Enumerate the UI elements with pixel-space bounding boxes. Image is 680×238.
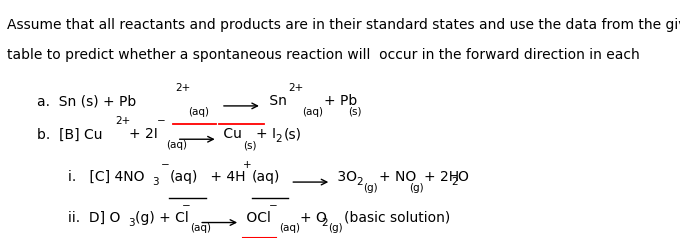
Text: (aq): (aq) — [169, 170, 198, 184]
Text: Assume that all reactants and products are in their standard states and use the : Assume that all reactants and products a… — [7, 18, 680, 32]
Text: a.  Sn (s) + Pb: a. Sn (s) + Pb — [37, 94, 137, 108]
Text: table to predict whether a spontaneous reaction will  occur in the forward direc: table to predict whether a spontaneous r… — [7, 48, 640, 62]
Text: 2: 2 — [356, 177, 363, 187]
Text: O: O — [457, 170, 468, 184]
Text: ii.  D] O: ii. D] O — [68, 211, 120, 225]
Text: −: − — [182, 201, 190, 211]
Text: 3: 3 — [152, 177, 159, 187]
Text: +: + — [243, 160, 252, 170]
Text: (g): (g) — [363, 183, 378, 193]
Text: (aq): (aq) — [188, 107, 209, 117]
Text: + I: + I — [256, 128, 275, 141]
Text: b.  [B] Cu: b. [B] Cu — [37, 128, 103, 141]
Text: OCl: OCl — [242, 211, 271, 225]
Text: (basic solution): (basic solution) — [344, 211, 450, 225]
Text: −: − — [160, 160, 169, 170]
Text: + 2H: + 2H — [424, 170, 460, 184]
Text: (aq): (aq) — [252, 170, 280, 184]
Text: 2: 2 — [275, 134, 282, 144]
Text: 3O: 3O — [333, 170, 357, 184]
Text: −: − — [156, 116, 165, 126]
Text: 2+: 2+ — [288, 83, 303, 93]
Text: (aq): (aq) — [190, 223, 211, 233]
Text: Cu: Cu — [219, 128, 242, 141]
Text: Sn: Sn — [265, 94, 287, 108]
Text: 2+: 2+ — [175, 83, 190, 93]
Text: 2: 2 — [322, 218, 328, 228]
Text: (s): (s) — [348, 107, 362, 117]
Text: 3: 3 — [129, 218, 135, 228]
Text: (aq): (aq) — [279, 223, 300, 233]
Text: (g) + Cl: (g) + Cl — [135, 211, 189, 225]
Text: 2+: 2+ — [116, 116, 131, 126]
Text: + 4H: + 4H — [206, 170, 245, 184]
Text: + 2I: + 2I — [129, 128, 158, 141]
Text: (g): (g) — [409, 183, 424, 193]
Text: i.   [C] 4NO: i. [C] 4NO — [68, 170, 144, 184]
Text: (s): (s) — [284, 128, 302, 141]
Text: (aq): (aq) — [302, 107, 323, 117]
Text: 2: 2 — [451, 177, 458, 187]
Text: + NO: + NO — [379, 170, 417, 184]
Text: + O: + O — [300, 211, 327, 225]
Text: (aq): (aq) — [166, 140, 187, 150]
Text: −: − — [269, 201, 278, 211]
Text: (g): (g) — [328, 223, 343, 233]
Text: + Pb: + Pb — [324, 94, 357, 108]
Text: (s): (s) — [243, 140, 257, 150]
